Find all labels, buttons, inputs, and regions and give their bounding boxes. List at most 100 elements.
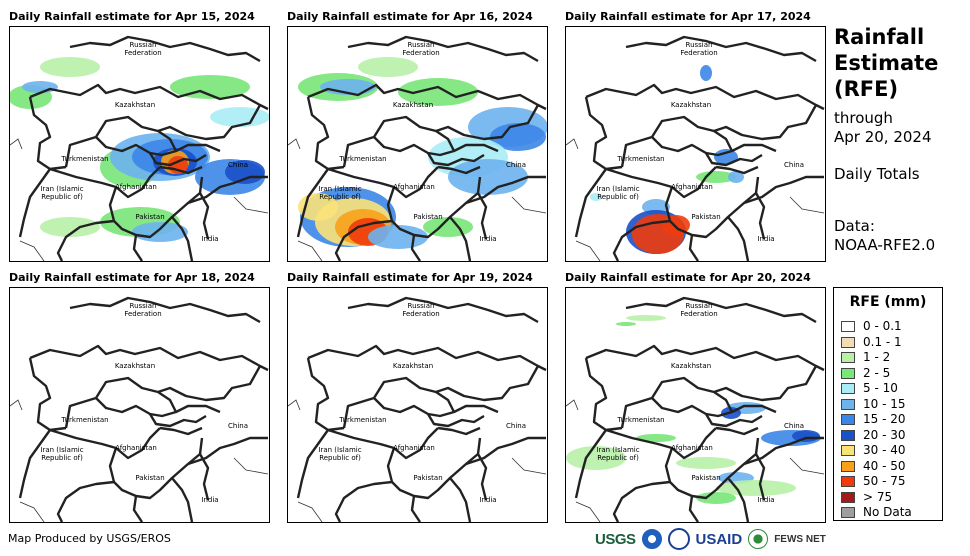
country-border xyxy=(108,437,204,500)
country-border xyxy=(715,426,759,436)
country-border xyxy=(347,296,539,324)
country-border xyxy=(727,477,750,522)
fews-logo xyxy=(748,529,769,549)
country-border xyxy=(585,83,825,111)
coastline xyxy=(233,457,269,475)
legend-item: 0 - 0.1 xyxy=(841,319,902,333)
country-border xyxy=(56,480,115,522)
country-label: China xyxy=(506,422,526,430)
legend-item: 10 - 15 xyxy=(841,397,906,411)
country-border xyxy=(373,136,499,157)
rainfall-area xyxy=(22,81,58,93)
country-label: India xyxy=(757,235,774,243)
legend-swatch xyxy=(841,476,855,487)
country-border xyxy=(727,216,750,261)
rainfall-area xyxy=(616,322,636,326)
country-label: Afghanistan xyxy=(393,444,435,452)
country-border xyxy=(334,219,393,261)
rainfall-map-panel: Russian Federation Kazakhstan Turkmenistan C… xyxy=(287,287,548,523)
legend-swatch xyxy=(841,460,855,472)
legend-label: 50 - 75 xyxy=(863,474,906,488)
country-border xyxy=(347,35,539,63)
country-border xyxy=(426,152,485,167)
country-border xyxy=(449,216,472,261)
country-border xyxy=(605,166,717,199)
country-border xyxy=(69,296,261,324)
country-border xyxy=(342,115,456,168)
legend-swatch xyxy=(841,383,855,394)
country-border xyxy=(296,429,329,499)
country-border xyxy=(296,168,329,238)
legend-item: 1 - 2 xyxy=(841,350,890,364)
country-border xyxy=(437,165,481,175)
country-label: Kazakhstan xyxy=(115,362,155,370)
legend-title: RFE (mm) xyxy=(849,294,927,310)
country-border xyxy=(132,495,143,522)
country-border xyxy=(426,413,485,428)
country-border xyxy=(132,234,143,261)
country-border xyxy=(171,477,194,522)
country-label: Republic of) xyxy=(319,454,361,462)
through-date: Apr 20, 2024 xyxy=(834,128,932,146)
coastline xyxy=(10,399,23,411)
rainfall-area xyxy=(398,78,478,106)
daily-totals-label: Daily Totals xyxy=(834,165,920,183)
through-label: through xyxy=(834,109,893,127)
country-border xyxy=(651,397,777,418)
coastline xyxy=(19,501,45,522)
legend-label: 10 - 15 xyxy=(863,396,906,411)
country-label: Russian xyxy=(686,302,713,310)
rainfall-area xyxy=(40,217,100,237)
legend-swatch xyxy=(841,445,855,456)
country-border xyxy=(95,136,221,157)
country-border xyxy=(29,344,269,372)
country-border xyxy=(334,480,393,522)
country-label: China xyxy=(228,422,248,430)
coastline xyxy=(789,457,825,475)
rainfall-map-panel: Russian Federation Kazakhstan Turkmenistan C… xyxy=(9,26,270,262)
country-border xyxy=(620,376,734,429)
country-border xyxy=(159,426,203,436)
country-border xyxy=(574,429,607,499)
legend-label: > 75 xyxy=(863,489,893,504)
country-border xyxy=(651,136,777,157)
rainfall-area xyxy=(716,480,796,496)
country-border xyxy=(18,168,51,238)
legend-swatch xyxy=(841,336,855,348)
country-label: Republic of) xyxy=(597,454,639,462)
country-label: Russian xyxy=(130,41,157,49)
country-label: China xyxy=(506,161,526,169)
country-border xyxy=(327,427,439,460)
country-border xyxy=(704,413,763,428)
country-border xyxy=(625,296,817,324)
legend-item: 0.1 - 1 xyxy=(841,335,902,349)
panel-title: Daily Rainfall estimate for Apr 17, 2024 xyxy=(565,10,811,23)
country-border xyxy=(64,115,178,168)
country-label: Turkmenistan xyxy=(338,155,386,163)
panel-title: Daily Rainfall estimate for Apr 19, 2024 xyxy=(287,271,533,284)
country-label: China xyxy=(784,161,804,169)
rainfall-area xyxy=(792,430,820,442)
country-label: Federation xyxy=(680,310,717,318)
country-border xyxy=(704,152,763,167)
legend-swatch xyxy=(841,367,855,379)
logos: USGS USAID FEWS NET xyxy=(595,528,826,550)
legend-item: > 75 xyxy=(841,490,892,504)
coastline xyxy=(19,240,45,261)
country-label: Federation xyxy=(124,49,161,57)
country-label: Pakistan xyxy=(691,213,720,221)
rainfall-area xyxy=(40,57,100,77)
country-label: Pakistan xyxy=(135,213,164,221)
coastline xyxy=(511,196,547,214)
country-border xyxy=(49,166,161,199)
country-border xyxy=(198,192,210,240)
country-label: Federation xyxy=(124,310,161,318)
country-label: Iran (Islamic xyxy=(318,185,361,193)
country-label: Afghanistan xyxy=(115,444,157,452)
country-label: Turkmenistan xyxy=(60,416,108,424)
country-border xyxy=(612,219,671,261)
